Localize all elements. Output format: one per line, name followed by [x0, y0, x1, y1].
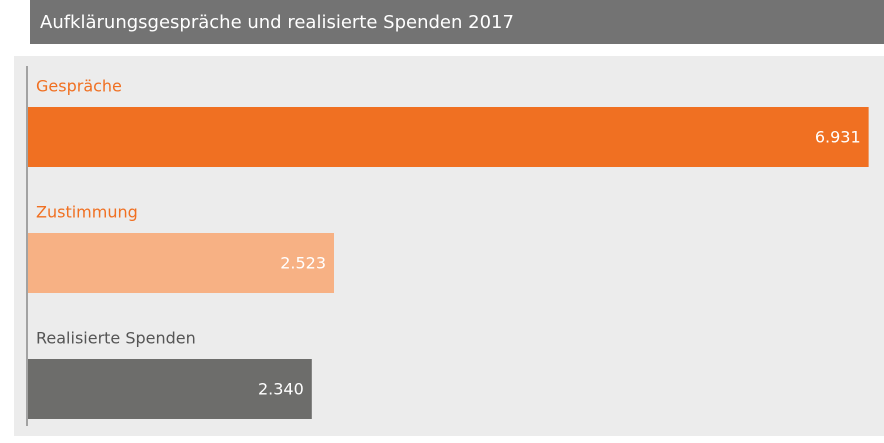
value-label: 6.931	[815, 128, 861, 147]
value-label: 2.340	[258, 380, 304, 399]
bar	[28, 233, 335, 293]
bar	[28, 359, 312, 419]
category-label: Realisierte Spenden	[36, 329, 196, 348]
bar	[28, 107, 869, 167]
category-label: Zustimmung	[36, 203, 138, 222]
chart-title: Aufklärungsgespräche und realisierte Spe…	[40, 12, 514, 33]
value-label: 2.523	[280, 254, 326, 273]
category-label: Gespräche	[36, 77, 122, 96]
title-bar	[30, 0, 884, 44]
